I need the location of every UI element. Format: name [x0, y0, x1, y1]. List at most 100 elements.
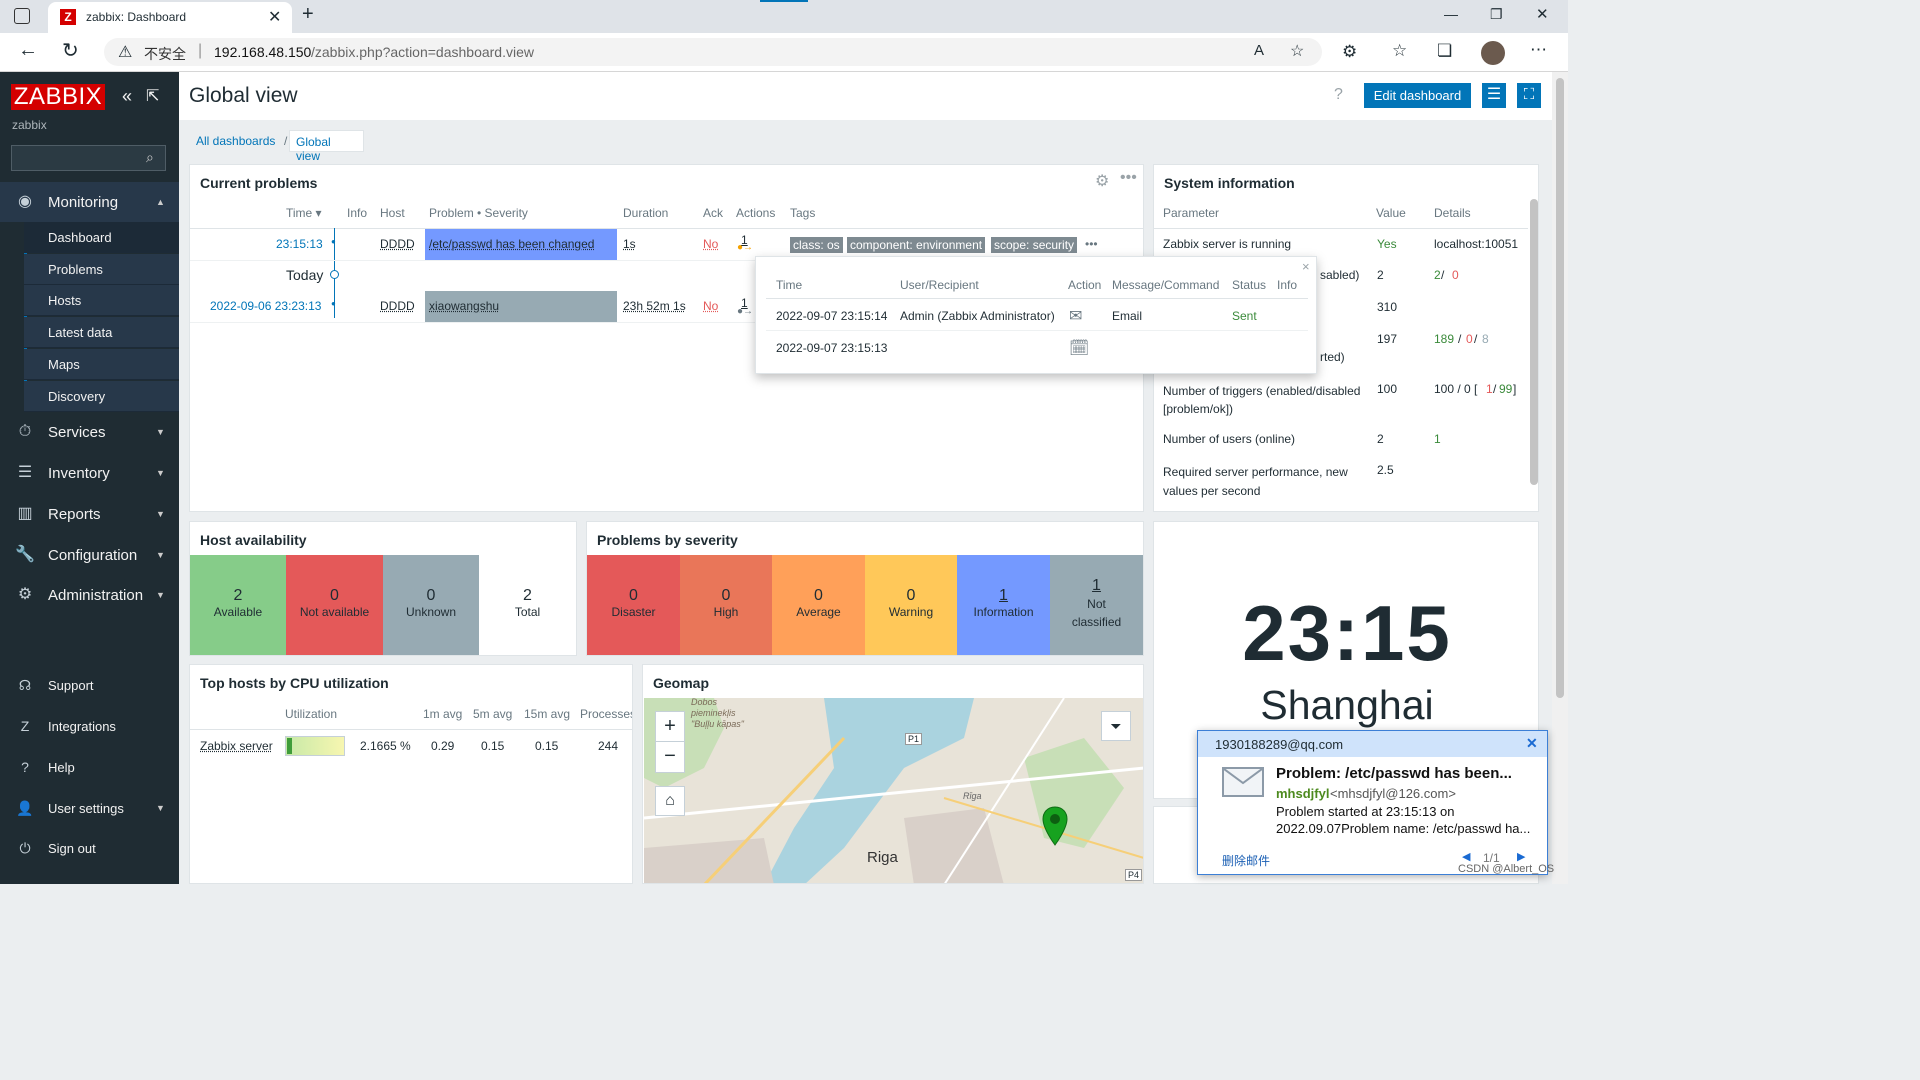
- close-popup-icon[interactable]: ×: [1302, 259, 1310, 274]
- problem-name-1[interactable]: /etc/passwd has been changed: [429, 237, 595, 251]
- help-icon[interactable]: ?: [1334, 86, 1343, 103]
- tags-more-icon[interactable]: •••: [1085, 237, 1098, 251]
- disaster-tile[interactable]: 0 Disaster: [587, 555, 680, 655]
- read-aloud-icon[interactable]: A: [1254, 42, 1265, 59]
- nav-services[interactable]: ⏱ Services ▼: [0, 412, 179, 452]
- tag-component[interactable]: component: environment: [847, 237, 986, 253]
- widget-settings-icon[interactable]: ⚙: [1095, 173, 1110, 190]
- collections-icon[interactable]: ❏: [1437, 41, 1453, 60]
- delete-mail-link[interactable]: 删除邮件: [1222, 854, 1271, 868]
- information-count[interactable]: 1: [999, 587, 1008, 604]
- unknown-tile[interactable]: 0 Unknown: [383, 555, 479, 655]
- prev-icon[interactable]: ◀: [1462, 851, 1471, 863]
- next-icon[interactable]: ▶: [1517, 851, 1526, 863]
- tab-actions-icon[interactable]: [14, 8, 30, 24]
- tag-class[interactable]: class: os: [790, 237, 843, 253]
- profile-avatar[interactable]: [1481, 41, 1505, 65]
- maximize-icon[interactable]: ❐: [1490, 6, 1503, 22]
- zoom-in-button[interactable]: +: [656, 712, 684, 742]
- problem-ack-2[interactable]: No: [703, 299, 719, 313]
- tag-scope[interactable]: scope: security: [991, 237, 1078, 253]
- close-notification-icon[interactable]: ✕: [1526, 735, 1538, 751]
- widget-scrollbar[interactable]: [1530, 199, 1538, 485]
- nav-inventory[interactable]: ☰ Inventory ▼: [0, 453, 179, 493]
- notification-subject[interactable]: Problem: /etc/passwd has been...: [1276, 765, 1512, 782]
- problem-ack-1[interactable]: No: [703, 237, 719, 251]
- top-host-name[interactable]: Zabbix server: [200, 739, 273, 753]
- problem-time-2[interactable]: 2022-09-06 23:23:13: [210, 299, 322, 313]
- nav-discovery[interactable]: Discovery: [24, 381, 179, 412]
- problem-name-2[interactable]: xiaowangshu: [429, 299, 500, 313]
- url-field[interactable]: ⚠ 不安全 | 192.168.48.150 /zabbix.php?actio…: [104, 38, 1322, 66]
- nav-reports[interactable]: ▥ Reports ▼: [0, 494, 179, 534]
- not-available-tile[interactable]: 0 Not available: [286, 555, 383, 655]
- nav-dashboard[interactable]: Dashboard: [24, 222, 179, 253]
- total-tile[interactable]: 2 Total: [479, 555, 576, 655]
- back-icon[interactable]: ←: [18, 39, 38, 61]
- collapse-sidebar-icon[interactable]: «: [122, 86, 133, 106]
- nav-monitoring[interactable]: ◉ Monitoring ▲: [0, 182, 179, 222]
- high-tile[interactable]: 0 High: [680, 555, 772, 655]
- nav-user-settings[interactable]: 👤 User settings ▼: [0, 790, 179, 826]
- problem-cell-1[interactable]: /etc/passwd has been changed: [425, 229, 617, 260]
- notification-sender-name: mhsdjfyl: [1276, 786, 1330, 801]
- map-marker-icon[interactable]: [1041, 805, 1069, 849]
- problem-host-1[interactable]: DDDD: [380, 237, 415, 251]
- nav-administration[interactable]: ⚙ Administration ▼: [0, 575, 179, 615]
- problem-host-2[interactable]: DDDD: [380, 299, 415, 313]
- nav-sign-out[interactable]: ⏻ Sign out: [0, 830, 179, 866]
- fullscreen-icon[interactable]: ⛶: [1517, 83, 1541, 108]
- problem-duration-2[interactable]: 23h 52m 1s: [623, 299, 686, 313]
- nav-latest-data[interactable]: Latest data: [24, 317, 179, 348]
- menu-icon[interactable]: ☰: [1482, 83, 1506, 108]
- problem-duration-1[interactable]: 1s: [623, 237, 636, 251]
- favorites-icon[interactable]: ☆: [1392, 41, 1408, 60]
- col-host[interactable]: Host: [380, 206, 405, 220]
- new-tab-icon[interactable]: +: [302, 3, 314, 25]
- kiosk-icon[interactable]: ⇱: [146, 88, 160, 105]
- scrollbar-thumb[interactable]: [1556, 78, 1564, 698]
- nav-support[interactable]: ☊ Support: [0, 667, 179, 703]
- not-classified-tile[interactable]: 1 Not classified: [1050, 555, 1143, 655]
- information-tile[interactable]: 1 Information: [957, 555, 1050, 655]
- nav-problems[interactable]: Problems: [24, 254, 179, 285]
- average-tile[interactable]: 0 Average: [772, 555, 865, 655]
- close-window-icon[interactable]: ✕: [1536, 6, 1549, 23]
- zabbix-logo[interactable]: ZABBIX: [11, 84, 105, 110]
- problem-cell-2[interactable]: xiaowangshu: [425, 291, 617, 322]
- watermark: CSDN @Albert_OS: [1458, 863, 1555, 875]
- minimize-icon[interactable]: —: [1444, 6, 1458, 22]
- sidebar-search-input[interactable]: [11, 145, 166, 171]
- favorite-add-icon[interactable]: ☆: [1290, 43, 1305, 60]
- widget-more-icon[interactable]: •••: [1120, 169, 1137, 186]
- nav-help[interactable]: ? Help: [0, 749, 179, 785]
- problem-actions-1[interactable]: 1: [741, 233, 748, 247]
- nav-maps[interactable]: Maps: [24, 349, 179, 380]
- problem-time-1[interactable]: 23:15:13: [276, 237, 323, 251]
- map-canvas[interactable]: [644, 698, 1144, 884]
- edit-dashboard-button[interactable]: Edit dashboard: [1364, 83, 1471, 108]
- home-icon[interactable]: ⌂: [655, 786, 685, 816]
- extensions-icon[interactable]: ⚙: [1342, 42, 1358, 61]
- breadcrumb-current[interactable]: Global view: [289, 130, 364, 163]
- zoom-out-button[interactable]: −: [664, 745, 676, 767]
- close-tab-icon[interactable]: ✕: [268, 9, 282, 26]
- warning-tile[interactable]: 0 Warning: [865, 555, 957, 655]
- nav-configuration[interactable]: 🔧 Configuration ▼: [0, 535, 179, 575]
- search-icon[interactable]: ⌕: [146, 149, 154, 165]
- browser-tab[interactable]: Z zabbix: Dashboard ✕: [48, 2, 292, 33]
- nav-integrations[interactable]: Z Integrations: [0, 708, 179, 744]
- more-icon[interactable]: ⋯: [1530, 40, 1547, 59]
- nav-hosts[interactable]: Hosts: [24, 285, 179, 316]
- col-time[interactable]: Time ▾: [286, 206, 322, 220]
- not-classified-count[interactable]: 1: [1092, 577, 1101, 594]
- page-scrollbar[interactable]: [1552, 72, 1568, 884]
- problem-actions-2[interactable]: 1: [741, 296, 748, 310]
- email-notification[interactable]: 1930188289@qq.com ✕ Problem: /etc/passwd…: [1197, 730, 1548, 875]
- map-label: P4: [1125, 869, 1143, 881]
- available-tile[interactable]: 2 Available: [190, 555, 286, 655]
- breadcrumb-all-dashboards[interactable]: All dashboards: [196, 134, 276, 148]
- filter-icon[interactable]: ⏷: [1101, 711, 1131, 741]
- col-problem[interactable]: Problem • Severity: [429, 206, 528, 220]
- refresh-icon[interactable]: ↻: [62, 40, 79, 62]
